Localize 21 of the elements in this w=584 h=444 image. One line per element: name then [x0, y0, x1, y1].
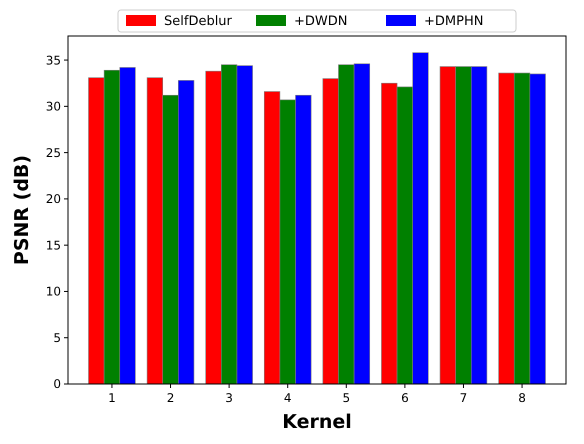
x-tick-label: 7 [460, 391, 468, 405]
y-tick-label: 10 [46, 284, 61, 299]
y-tick-label: 35 [46, 53, 61, 68]
x-tick-label: 4 [284, 391, 292, 405]
y-tick-label: 30 [46, 100, 61, 114]
y-axis-title: PSNR (dB) [11, 154, 33, 266]
legend-label: +DMPHN [424, 14, 484, 29]
x-tick-label: 3 [225, 391, 233, 405]
legend-label: SelfDeblur [164, 14, 233, 29]
x-axis-title: Kernel [282, 411, 352, 433]
y-tick-label: 20 [46, 192, 61, 206]
x-tick-label: 6 [401, 391, 409, 405]
x-tick-label: 8 [518, 391, 526, 405]
y-tick-label: 25 [46, 146, 61, 160]
x-tick-label: 1 [108, 391, 116, 405]
y-tick-label: 5 [53, 330, 61, 345]
y-tick-label: 0 [53, 377, 61, 392]
y-tick-label: 15 [46, 238, 61, 252]
x-tick-label: 5 [342, 391, 350, 405]
x-tick-label: 2 [166, 391, 174, 405]
legend-label: +DWDN [294, 14, 348, 29]
